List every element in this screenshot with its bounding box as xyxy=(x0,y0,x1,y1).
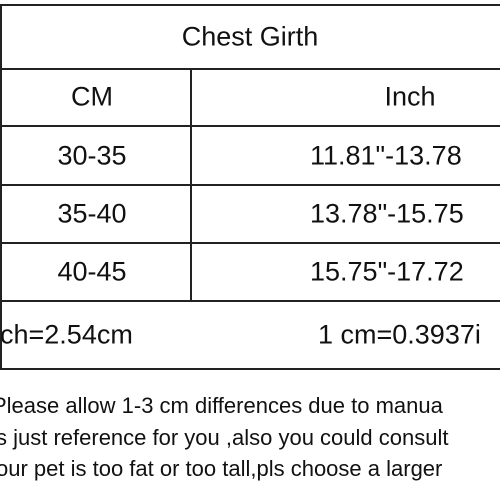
table-title: Chest Girth xyxy=(181,21,319,52)
note-line: Please allow 1-3 cm differences due to m… xyxy=(0,393,443,418)
table-border xyxy=(0,4,500,6)
table-border xyxy=(0,68,500,70)
table-border xyxy=(0,242,500,244)
table-border xyxy=(0,125,500,127)
table-cell: 13.78"-15.75 xyxy=(310,198,464,229)
note-line: our pet is too fat or too tall,pls choos… xyxy=(0,456,443,481)
conversion: ch=2.54cm xyxy=(0,319,133,350)
table-border xyxy=(0,184,500,186)
table-border xyxy=(0,300,500,302)
note-line: s just reference for you ,also you could… xyxy=(0,425,449,450)
table-cell: 15.75"-17.72 xyxy=(310,256,464,287)
table-cell: 40-45 xyxy=(57,256,127,287)
table-border xyxy=(190,68,192,300)
table-border xyxy=(0,368,500,370)
column-header: Inch xyxy=(384,81,436,112)
table-cell: 30-35 xyxy=(57,140,127,171)
column-header: CM xyxy=(71,81,113,112)
table-cell: 11.81"-13.78 xyxy=(310,140,462,171)
table-border xyxy=(0,4,2,370)
conversion: 1 cm=0.3937i xyxy=(318,319,481,350)
table-cell: 35-40 xyxy=(57,198,127,229)
